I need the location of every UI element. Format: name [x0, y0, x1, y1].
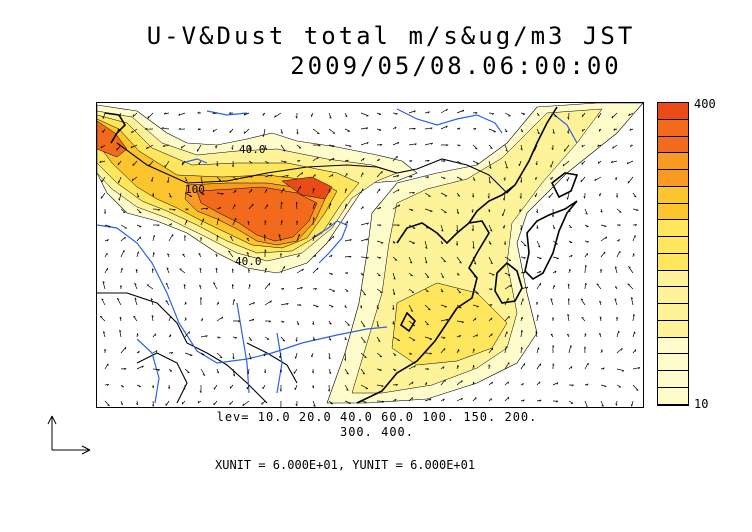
- colorbar: [657, 102, 689, 406]
- unit-vector-arrows: [47, 415, 91, 455]
- contour-label-lower: 40.0: [235, 255, 262, 268]
- contour-levels-line-1: lev= 10.0 20.0 40.0 60.0 100. 150. 200.: [216, 410, 538, 424]
- colorbar-segment: [658, 103, 688, 120]
- colorbar-segment: [658, 220, 688, 238]
- colorbar-segment: [658, 136, 688, 154]
- contour-label-mid: 100: [185, 183, 205, 196]
- colorbar-segment: [658, 170, 688, 187]
- colorbar-segment: [658, 153, 688, 171]
- colorbar-max-label: 400: [694, 97, 716, 111]
- rivers: [97, 108, 578, 404]
- colorbar-segment: [658, 186, 688, 204]
- contour-levels-line-2: 300. 400.: [339, 425, 415, 439]
- colorbar-segment: [658, 287, 688, 305]
- colorbar-segment: [658, 237, 688, 254]
- colorbar-segment: [658, 253, 688, 271]
- dust-plume-west: [97, 104, 418, 274]
- wind-vectors: [99, 108, 641, 407]
- colorbar-segment: [658, 270, 688, 288]
- vector-units: XUNIT = 6.000E+01, YUNIT = 6.000E+01: [215, 458, 476, 472]
- colorbar-segment: [658, 203, 688, 221]
- colorbar-segment: [658, 320, 688, 338]
- coastlines: [104, 106, 579, 404]
- colorbar-segment: [658, 371, 688, 389]
- colorbar-segment: [658, 119, 688, 137]
- colorbar-segment: [658, 354, 688, 372]
- colorbar-min-label: 10: [694, 397, 709, 411]
- dust-map: 40.0 100 40.0: [96, 102, 644, 408]
- chart-title-line-2: 2009/05/08.06:00:00: [290, 52, 622, 80]
- country-borders: [97, 142, 516, 404]
- colorbar-segment: [658, 337, 688, 355]
- dust-plume-east: [326, 103, 643, 404]
- contour-label-upper: 40.0: [239, 143, 266, 156]
- colorbar-segment: [658, 304, 688, 321]
- chart-title-line-1: U-V&Dust total m/s&ug/m3 JST: [146, 22, 636, 50]
- colorbar-segment: [658, 388, 688, 405]
